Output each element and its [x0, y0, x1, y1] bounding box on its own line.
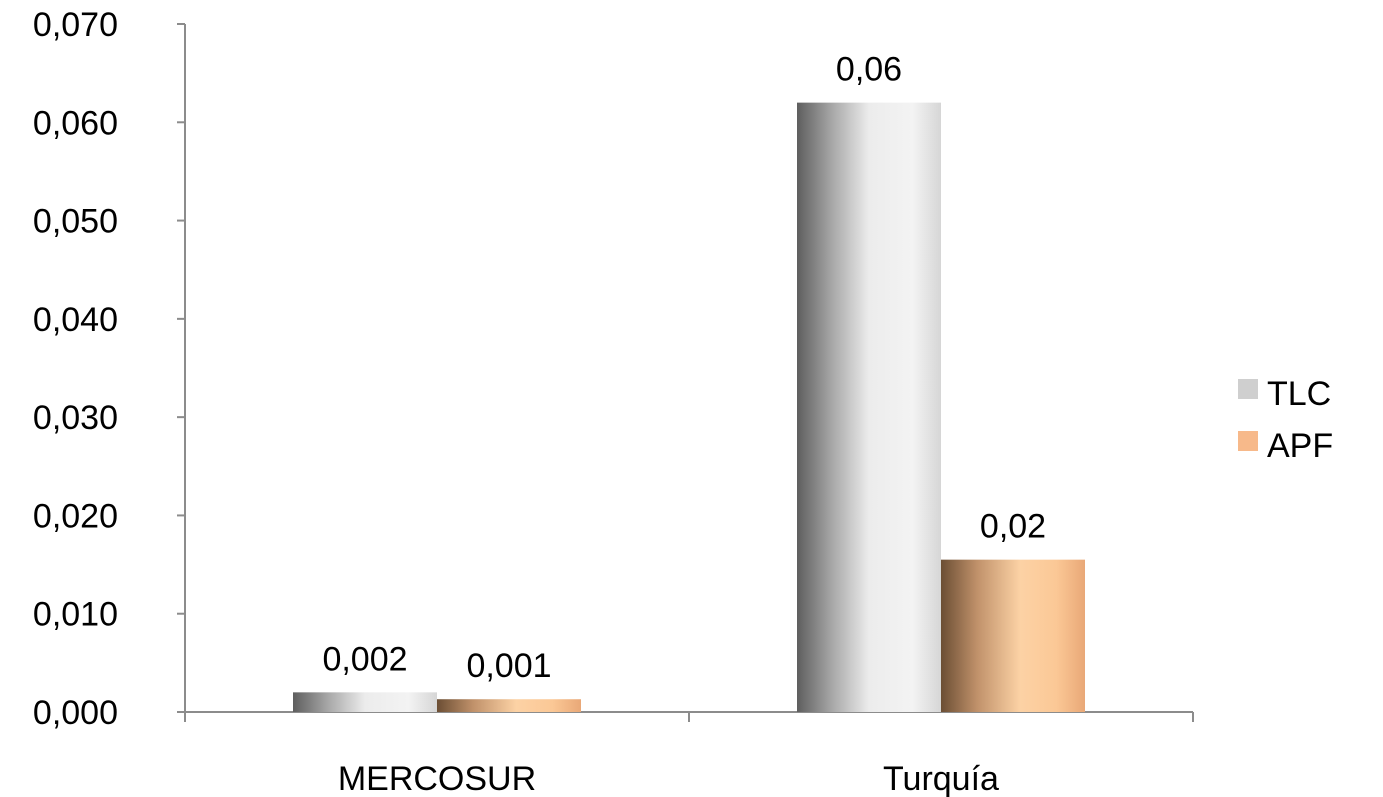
bar-tlc: [797, 102, 941, 713]
y-tick-label: 0,040: [33, 301, 118, 339]
bar-tlc: [293, 692, 437, 712]
data-label: 0,001: [466, 647, 551, 685]
legend-label: TLC: [1267, 375, 1331, 413]
y-tick-label: 0,070: [33, 6, 118, 44]
y-tick-label: 0,060: [33, 104, 118, 142]
y-tick-label: 0,010: [33, 596, 118, 634]
legend-swatch-apf: [1238, 431, 1258, 451]
data-label: 0,06: [836, 51, 902, 89]
bar-apf: [437, 699, 581, 712]
y-tick-label: 0,020: [33, 497, 118, 535]
data-labels: 0,002 0,06 0,001 0,02: [322, 51, 1046, 686]
x-tick-label: MERCOSUR: [338, 760, 536, 797]
axes: 0,000 0,010 0,020 0,030 0,040 0,050 0,060 0,070…: [33, 6, 1194, 797]
legend-swatch-tlc: [1238, 379, 1258, 399]
bar-apf: [941, 559, 1085, 712]
y-tick-label: 0,000: [33, 694, 118, 732]
y-tick-label: 0,050: [33, 203, 118, 241]
bars: [293, 102, 1085, 713]
legend-label: APF: [1267, 427, 1333, 465]
data-label: 0,002: [322, 640, 407, 678]
y-tick-label: 0,030: [33, 399, 118, 437]
x-tick-label: Turquía: [883, 760, 999, 797]
data-label: 0,02: [980, 508, 1046, 546]
legend: TLC APF: [1238, 375, 1333, 465]
